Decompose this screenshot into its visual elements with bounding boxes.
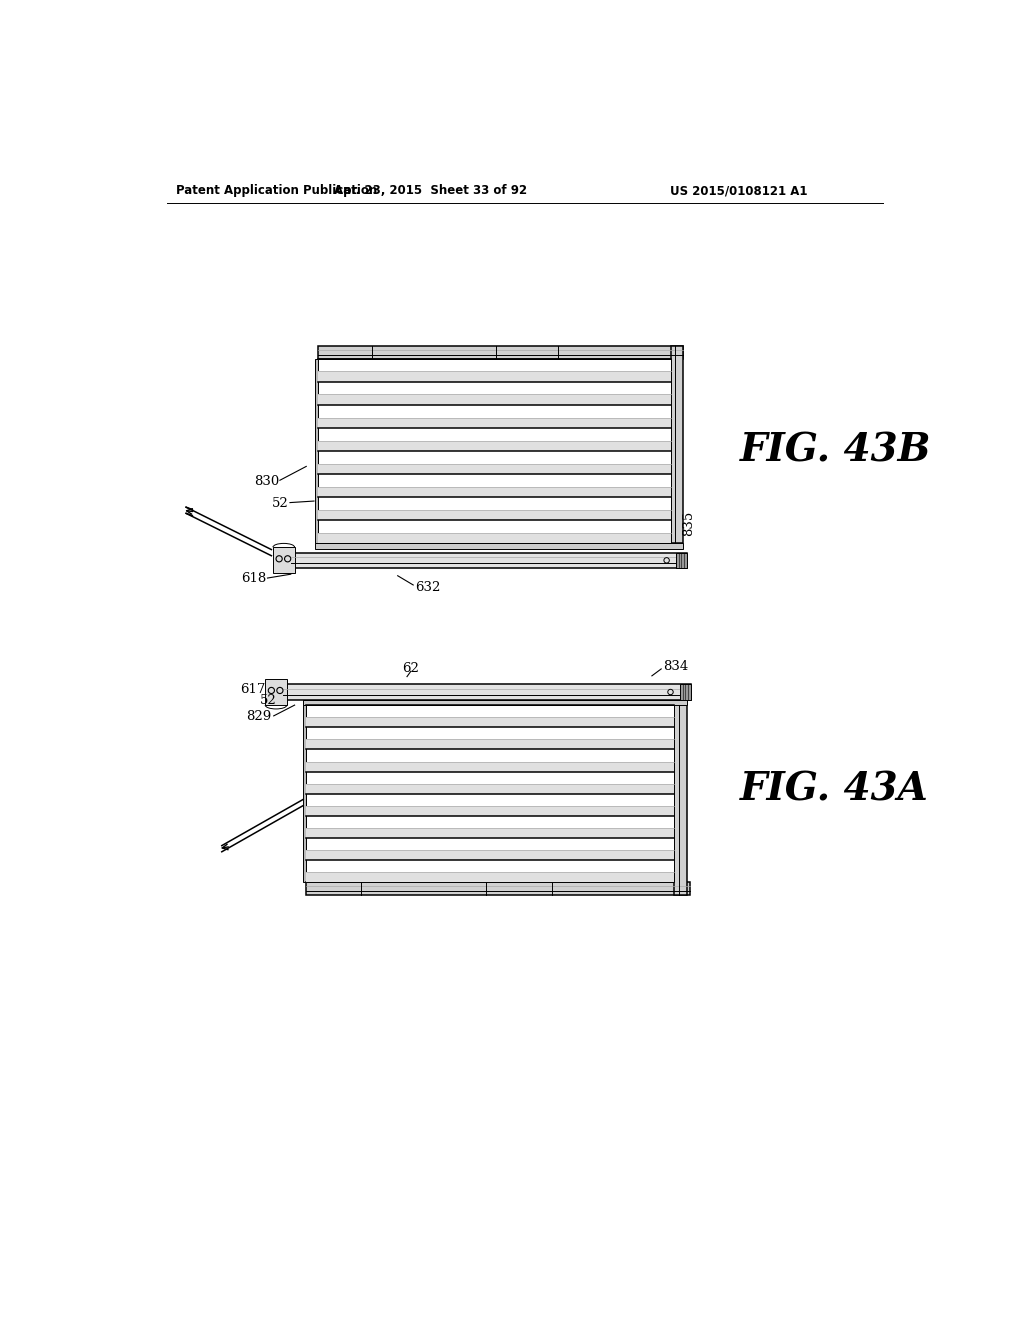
Bar xyxy=(671,346,683,544)
Bar xyxy=(306,828,675,838)
Bar xyxy=(317,441,671,451)
Bar xyxy=(317,417,671,428)
Bar xyxy=(317,359,671,544)
Bar xyxy=(303,705,306,882)
Bar xyxy=(317,533,671,544)
Bar xyxy=(291,553,687,568)
Bar xyxy=(306,850,675,861)
Bar xyxy=(314,359,317,544)
Bar xyxy=(675,705,687,895)
Bar xyxy=(317,463,671,474)
Bar xyxy=(317,510,671,520)
Bar xyxy=(306,882,690,895)
Bar xyxy=(306,705,675,882)
Bar xyxy=(676,553,687,568)
Text: 834: 834 xyxy=(663,660,688,673)
Text: 835: 835 xyxy=(682,511,695,536)
Text: Patent Application Publication: Patent Application Publication xyxy=(176,185,377,197)
Bar xyxy=(306,739,675,750)
Text: FIG. 43A: FIG. 43A xyxy=(740,771,929,809)
Bar xyxy=(306,762,675,771)
Bar xyxy=(265,678,287,705)
Bar xyxy=(306,717,675,727)
Bar xyxy=(306,805,675,816)
Text: 829: 829 xyxy=(246,710,271,723)
Bar xyxy=(273,548,295,573)
Text: 62: 62 xyxy=(402,661,419,675)
Text: 632: 632 xyxy=(415,581,440,594)
Bar xyxy=(317,395,671,405)
Bar xyxy=(317,487,671,498)
Text: 52: 52 xyxy=(271,496,289,510)
Bar xyxy=(306,873,675,882)
Bar xyxy=(283,684,690,700)
Bar xyxy=(317,371,671,381)
Text: 618: 618 xyxy=(241,572,266,585)
Bar xyxy=(306,784,675,793)
Text: FIG. 43B: FIG. 43B xyxy=(740,432,932,470)
Text: 52: 52 xyxy=(260,694,276,708)
Bar xyxy=(317,346,683,359)
Bar xyxy=(314,544,683,549)
Bar xyxy=(303,700,687,705)
Text: 617: 617 xyxy=(241,684,266,696)
Bar xyxy=(680,684,690,700)
Text: 830: 830 xyxy=(254,475,280,488)
Text: US 2015/0108121 A1: US 2015/0108121 A1 xyxy=(671,185,808,197)
Text: Apr. 23, 2015  Sheet 33 of 92: Apr. 23, 2015 Sheet 33 of 92 xyxy=(334,185,526,197)
